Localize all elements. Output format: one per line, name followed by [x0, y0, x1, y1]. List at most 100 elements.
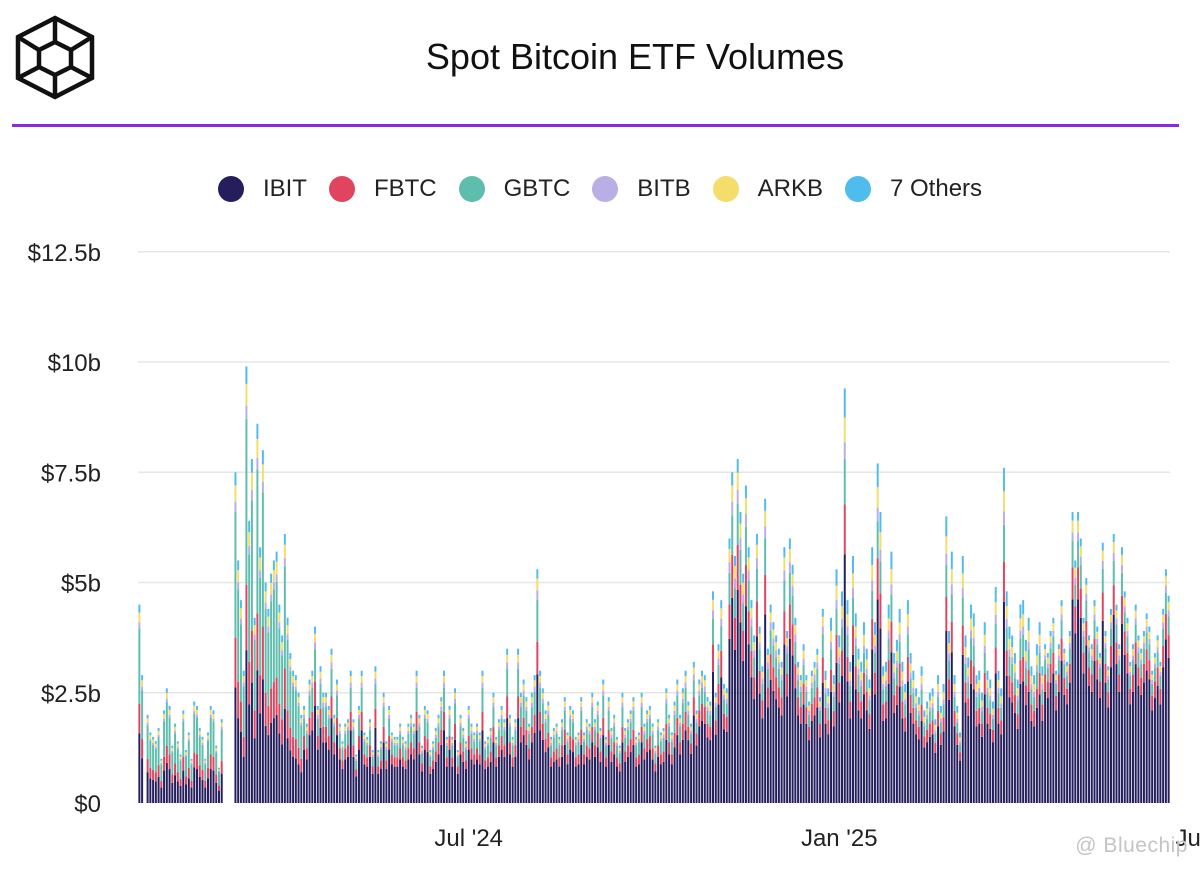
bar-segment: [895, 705, 898, 803]
bar-segment: [289, 671, 292, 729]
bar-segment: [311, 682, 314, 688]
bar-segment: [687, 740, 690, 803]
bar-segment: [207, 767, 209, 779]
bar-segment: [981, 711, 983, 724]
legend-item[interactable]: IBIT: [217, 175, 307, 203]
bar-segment: [1049, 643, 1052, 649]
bar-segment: [1077, 532, 1080, 542]
bar-segment: [511, 745, 514, 758]
bar-segment: [300, 725, 303, 759]
bar-segment: [816, 687, 819, 708]
bar-segment: [561, 756, 564, 803]
bar-segment: [434, 734, 437, 738]
bar-segment: [684, 675, 687, 683]
legend-item[interactable]: BITB: [592, 175, 691, 203]
bar-segment: [138, 733, 141, 803]
bar-segment: [1129, 688, 1132, 705]
bar-segment: [443, 682, 446, 688]
bar-segment: [981, 692, 983, 701]
bar-segment: [890, 652, 893, 803]
bar-segment: [1099, 668, 1101, 682]
bar-segment: [385, 743, 388, 747]
bar-segment: [912, 707, 915, 724]
bar-segment: [550, 757, 553, 767]
bar-segment: [923, 716, 926, 723]
bar-segment: [261, 481, 264, 493]
bar-segment: [1038, 645, 1041, 653]
bar-segment: [511, 739, 514, 743]
bar-segment: [1118, 691, 1121, 803]
bar-segment: [596, 701, 599, 706]
bar-segment: [536, 578, 539, 591]
bar-segment: [193, 710, 196, 714]
bar-segment: [519, 742, 522, 803]
bar-segment: [237, 718, 240, 803]
bar-segment: [884, 701, 887, 719]
bar-segment: [585, 730, 588, 746]
bar-segment: [681, 688, 684, 693]
bar-segment: [267, 616, 270, 627]
bar-segment: [1038, 634, 1041, 646]
bar-segment: [250, 459, 253, 473]
bar-segment: [311, 730, 314, 804]
bar-segment: [901, 685, 904, 702]
bar-segment: [404, 760, 407, 770]
legend-item[interactable]: 7 Others: [845, 175, 982, 203]
bar-segment: [629, 722, 632, 740]
bar-segment: [212, 718, 215, 722]
bar-segment: [242, 736, 245, 757]
bar-segment: [786, 637, 789, 647]
bar-segment: [278, 733, 281, 803]
bar-segment: [835, 634, 838, 663]
bar-segment: [1030, 704, 1033, 721]
bar-segment: [1153, 653, 1156, 658]
bar-segment: [637, 738, 640, 742]
bar-segment: [256, 423, 259, 439]
bar-segment: [239, 701, 242, 732]
bar-segment: [270, 573, 273, 583]
bar-segment: [245, 405, 248, 419]
bar-segment: [1016, 728, 1019, 803]
legend-item[interactable]: ARKB: [712, 175, 823, 203]
bar-segment: [234, 485, 237, 503]
bar-segment: [942, 683, 945, 693]
bar-segment: [566, 764, 569, 803]
bar-segment: [259, 577, 262, 676]
bar-segment: [1123, 591, 1126, 598]
bar-segment: [253, 625, 256, 635]
bar-segment: [632, 701, 635, 707]
legend-item[interactable]: GBTC: [458, 175, 570, 203]
legend-item[interactable]: FBTC: [328, 175, 437, 203]
bar-segment: [585, 722, 588, 727]
bar-segment: [882, 720, 885, 803]
bar-segment: [594, 756, 596, 803]
bar-segment: [459, 754, 462, 803]
bar-segment: [550, 736, 553, 740]
bar-segment: [185, 756, 188, 777]
bar-segment: [739, 549, 742, 585]
bar-segment: [928, 736, 931, 803]
bar-segment: [1167, 610, 1170, 617]
bar-segment: [514, 722, 517, 727]
bar-segment: [1008, 626, 1011, 639]
bar-segment: [544, 710, 547, 715]
bar-segment: [981, 723, 983, 737]
bar-segment: [775, 657, 778, 678]
bar-segment: [959, 744, 962, 753]
bar-segment: [989, 728, 992, 803]
bar-segment: [478, 738, 481, 742]
bar-segment: [1110, 608, 1112, 615]
bar-segment: [325, 742, 327, 803]
bar-segment: [961, 654, 964, 803]
bar-segment: [1148, 660, 1151, 680]
bar-segment: [308, 735, 311, 803]
bar-segment: [679, 726, 682, 743]
bar-segment: [514, 719, 517, 723]
bar-segment: [917, 726, 920, 740]
bar-segment: [275, 561, 278, 575]
bar-segment: [890, 584, 893, 595]
bar-segment: [272, 570, 275, 583]
bar-segment: [1137, 635, 1140, 641]
bar-segment: [344, 730, 347, 734]
